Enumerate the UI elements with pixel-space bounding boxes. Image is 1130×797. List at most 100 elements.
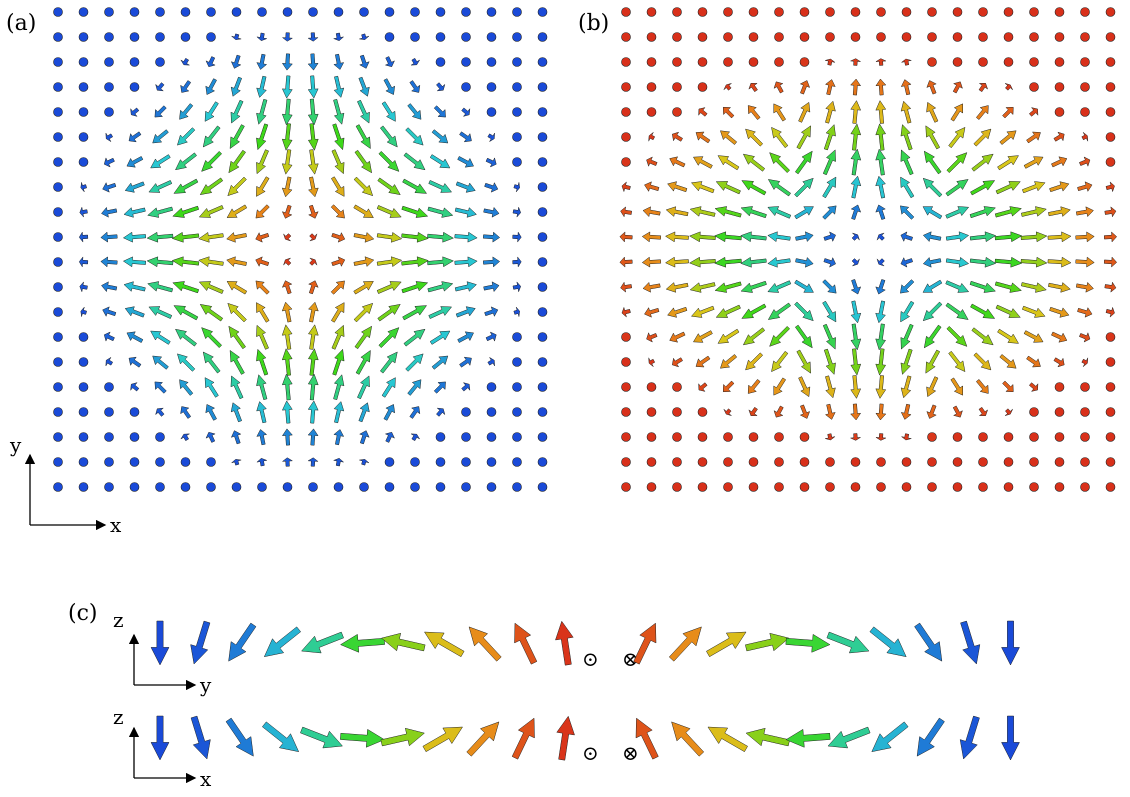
spin-panel-a-12-14: [355, 349, 371, 375]
spin-panel-b-19-6: [1105, 157, 1116, 167]
spin-panel-b-11-7: [900, 176, 915, 199]
spin-panel-a-11-19: [333, 482, 344, 492]
spin-panel-a-3-18: [129, 457, 140, 467]
spin-panel-c1-18: [869, 626, 907, 658]
spin-panel-b-10-4: [875, 100, 887, 124]
spin-panel-c1-8: [468, 626, 502, 662]
spin-panel-a-3-19: [129, 482, 140, 492]
axis-c2-x-label: x: [200, 767, 212, 791]
spin-panel-a-9-0: [282, 7, 293, 17]
spin-panel-b-1-0: [646, 7, 657, 17]
spin-panel-b-0-12: [621, 306, 631, 318]
spin-panel-b-9-0: [850, 7, 861, 17]
spin-panel-b-15-0: [1003, 7, 1014, 17]
spin-panel-a-4-4: [154, 105, 167, 118]
spin-panel-a-15-3: [436, 82, 446, 92]
spin-panel-b-16-1: [1029, 32, 1039, 42]
out-of-plane-symbol-2: ⊙: [582, 741, 599, 765]
spin-panel-a-14-7: [402, 178, 428, 194]
spin-panel-a-15-1: [435, 32, 446, 42]
spin-panel-a-14-11: [401, 281, 429, 294]
spin-panel-a-16-2: [461, 57, 471, 67]
spin-panel-a-9-19: [282, 482, 293, 492]
spin-panel-c2-6: [380, 727, 425, 747]
spin-panel-a-5-11: [172, 281, 200, 294]
spin-panel-b-17-8: [1048, 206, 1071, 217]
spin-panel-a-19-19: [537, 482, 548, 492]
spin-panel-a-15-18: [435, 457, 446, 467]
spin-panel-a-17-15: [486, 382, 497, 392]
spin-panel-b-10-0: [876, 7, 886, 17]
spin-panel-a-12-12: [353, 302, 374, 323]
spin-panel-a-10-4: [307, 98, 319, 126]
spin-panel-a-13-12: [377, 303, 401, 322]
spin-panel-a-2-17: [104, 432, 114, 442]
spin-panel-b-3-17: [697, 432, 708, 442]
spin-panel-b-9-17: [850, 433, 861, 441]
spin-panel-b-2-13: [669, 331, 686, 343]
spin-panel-a-10-2: [307, 53, 319, 71]
spin-panel-a-17-17: [486, 432, 497, 442]
spin-panel-b-10-5: [875, 123, 887, 151]
spin-panel-b-18-6: [1079, 156, 1091, 167]
spin-panel-a-19-4: [537, 107, 548, 117]
spin-panel-a-1-18: [78, 457, 89, 467]
spin-panel-c2-20: [959, 715, 980, 760]
spin-panel-b-4-2: [723, 57, 733, 67]
spin-panel-a-16-3: [461, 82, 471, 92]
spin-panel-b-0-11: [620, 281, 633, 293]
spin-panel-a-13-5: [379, 125, 398, 148]
spin-panel-b-9-15: [850, 375, 862, 399]
spin-panel-a-6-3: [205, 78, 217, 95]
spin-panel-a-3-17: [129, 432, 140, 442]
spin-panel-b-0-6: [621, 157, 631, 167]
spin-panel-a-1-19: [78, 482, 89, 492]
spin-panel-b-3-13: [692, 330, 713, 343]
spin-panel-b-11-17: [901, 433, 912, 441]
spin-panel-b-1-13: [646, 332, 658, 343]
spin-panel-b-16-9: [1020, 231, 1048, 243]
spin-panel-b-0-14: [621, 357, 631, 367]
spin-panel-b-17-1: [1054, 32, 1065, 42]
spin-panel-a-1-14: [78, 357, 89, 367]
spin-panel-a-12-18: [359, 459, 370, 466]
spin-panel-a-1-0: [78, 7, 89, 17]
spin-panel-c2-12: [635, 717, 659, 760]
spin-panel-b-2-19: [672, 482, 682, 492]
spin-panel-a-4-0: [155, 7, 165, 17]
spin-panel-c1-3: [263, 626, 302, 658]
spin-panel-b-9-2: [850, 58, 861, 66]
spin-panel-b-0-4: [621, 107, 631, 117]
spin-panel-a-10-6: [307, 149, 319, 175]
spin-panel-b-3-4: [698, 107, 708, 117]
spin-panel-b-10-17: [875, 433, 887, 441]
spin-panel-a-7-8: [226, 204, 248, 218]
spin-panel-b-19-18: [1105, 457, 1116, 467]
spin-panel-a-15-2: [435, 57, 446, 67]
spin-panel-b-2-7: [667, 181, 688, 193]
spin-panel-a-8-9: [255, 232, 270, 243]
spin-panel-b-19-4: [1105, 107, 1116, 117]
spin-panel-a-14-0: [410, 7, 420, 17]
spin-panel-b-5-12: [741, 303, 767, 319]
spin-panel-b-8-4: [825, 100, 836, 124]
spin-panel-a-10-13: [307, 324, 319, 350]
spin-panel-b-1-7: [644, 181, 660, 192]
spin-panel-a-2-7: [102, 182, 117, 193]
spin-panel-a-8-19: [257, 482, 267, 492]
spin-panel-b-17-19: [1054, 482, 1065, 492]
spin-panel-a-12-8: [353, 204, 374, 218]
spin-panel-b-1-16: [646, 407, 657, 417]
spin-panel-b-13-19: [952, 482, 963, 492]
spin-panel-a-12-13: [354, 325, 373, 350]
spin-panel-b-11-10: [900, 256, 914, 268]
spin-panel-b-9-3: [850, 78, 862, 96]
spin-panel-b-19-15: [1105, 382, 1116, 392]
spin-panel-b-6-1: [774, 32, 784, 42]
spin-panel-a-1-5: [78, 132, 89, 142]
spin-panel-a-18-0: [512, 7, 522, 17]
spin-panel-a-4-14: [152, 355, 169, 370]
spin-panel-b-5-10: [740, 256, 767, 268]
spin-panel-b-14-10: [969, 256, 997, 268]
spin-panel-b-6-17: [774, 432, 784, 442]
